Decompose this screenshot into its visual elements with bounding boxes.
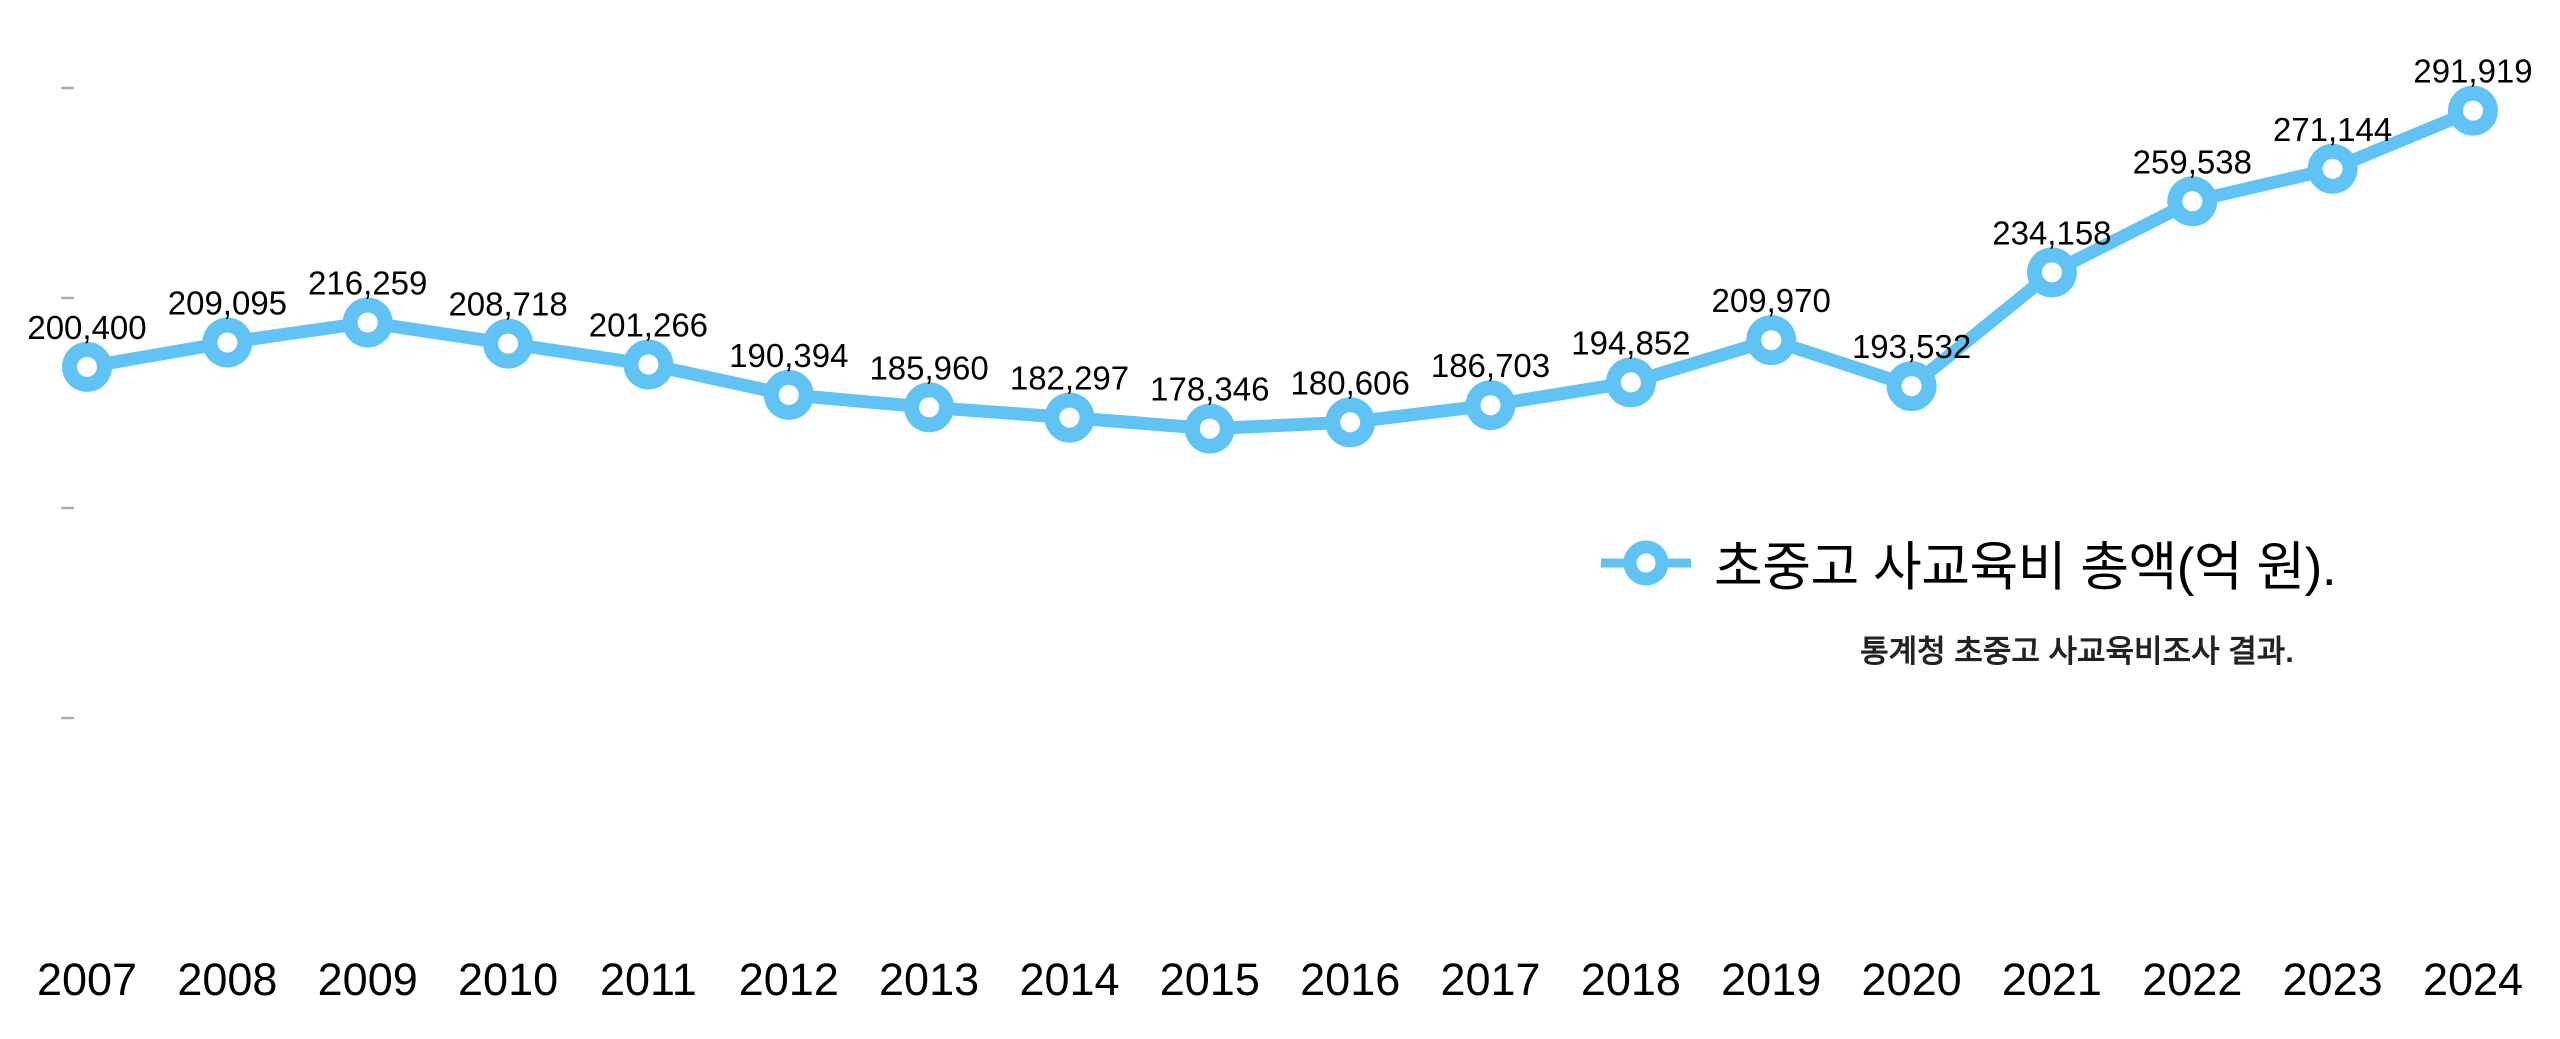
data-point-marker-hole bbox=[1059, 407, 1080, 428]
x-axis-label: 2009 bbox=[318, 954, 418, 1005]
data-point-marker-hole bbox=[778, 384, 799, 405]
data-label: 259,538 bbox=[2133, 143, 2252, 180]
legend-label: 초중고 사교육비 총액(억 원). bbox=[1714, 538, 2337, 597]
data-point-marker-hole bbox=[357, 312, 378, 333]
data-label: 209,095 bbox=[168, 285, 287, 322]
data-label: 200,400 bbox=[27, 309, 146, 346]
source-note: 통계청 초중고 사교육비조사 결과. bbox=[1860, 634, 2294, 669]
data-point-marker-hole bbox=[2322, 158, 2343, 179]
data-point-marker-hole bbox=[1620, 372, 1641, 393]
x-axis-label: 2012 bbox=[739, 954, 839, 1005]
data-point-marker-hole bbox=[638, 354, 659, 375]
x-axis-label: 2008 bbox=[177, 954, 277, 1005]
x-axis-label: 2016 bbox=[1300, 954, 1400, 1005]
data-point-marker-hole bbox=[1761, 330, 1782, 351]
x-axis-label: 2014 bbox=[1019, 954, 1119, 1005]
data-label: 190,394 bbox=[729, 337, 848, 374]
data-point-marker-hole bbox=[498, 333, 519, 354]
y-axis-tick bbox=[61, 716, 74, 720]
data-label: 185,960 bbox=[869, 349, 988, 386]
x-axis-label: 2020 bbox=[1862, 954, 1962, 1005]
data-point-marker-hole bbox=[2182, 191, 2203, 212]
x-axis-label: 2023 bbox=[2283, 954, 2383, 1005]
series-line bbox=[80, 104, 2480, 436]
data-point-marker-hole bbox=[2463, 100, 2483, 121]
data-label: 271,144 bbox=[2273, 111, 2392, 148]
data-point-marker-hole bbox=[2041, 262, 2062, 283]
y-axis-tick bbox=[61, 296, 74, 300]
data-label: 209,970 bbox=[1712, 282, 1831, 319]
x-axis-label: 2015 bbox=[1160, 954, 1260, 1005]
data-label: 182,297 bbox=[1010, 360, 1129, 397]
data-point-marker-hole bbox=[1480, 395, 1501, 416]
legend: 초중고 사교육비 총액(억 원). bbox=[1598, 524, 2337, 602]
x-axis-label: 2013 bbox=[879, 954, 979, 1005]
data-label: 194,852 bbox=[1571, 324, 1690, 361]
data-point-marker-hole bbox=[919, 397, 940, 418]
line-marker-icon bbox=[1601, 540, 1691, 586]
x-axis-label: 2011 bbox=[600, 954, 697, 1005]
x-axis-label: 2019 bbox=[1721, 954, 1821, 1005]
data-label: 291,919 bbox=[2413, 53, 2532, 90]
y-axis-tick bbox=[61, 506, 74, 510]
data-point-marker-hole bbox=[1340, 412, 1361, 433]
data-point-marker-hole bbox=[1199, 418, 1220, 439]
data-label: 201,266 bbox=[589, 307, 708, 344]
x-axis-label: 2021 bbox=[2002, 954, 2102, 1005]
x-axis-label: 2010 bbox=[458, 954, 558, 1005]
data-label: 180,606 bbox=[1291, 364, 1410, 401]
data-label: 178,346 bbox=[1150, 371, 1269, 408]
data-label: 216,259 bbox=[308, 265, 427, 302]
data-point-marker-hole bbox=[1901, 376, 1922, 397]
data-label: 208,718 bbox=[448, 286, 567, 323]
data-point-marker-hole bbox=[77, 356, 97, 377]
x-axis-label: 2024 bbox=[2423, 954, 2523, 1005]
data-label: 186,703 bbox=[1431, 347, 1550, 384]
y-axis-tick bbox=[61, 86, 74, 90]
data-label: 234,158 bbox=[1992, 214, 2111, 251]
x-axis-label: 2017 bbox=[1440, 954, 1540, 1005]
x-axis-label: 2022 bbox=[2142, 954, 2242, 1005]
data-label: 193,532 bbox=[1852, 328, 1971, 365]
data-point-marker-hole bbox=[217, 332, 238, 353]
x-axis-label: 2007 bbox=[37, 954, 137, 1005]
x-axis-label: 2018 bbox=[1581, 954, 1681, 1005]
